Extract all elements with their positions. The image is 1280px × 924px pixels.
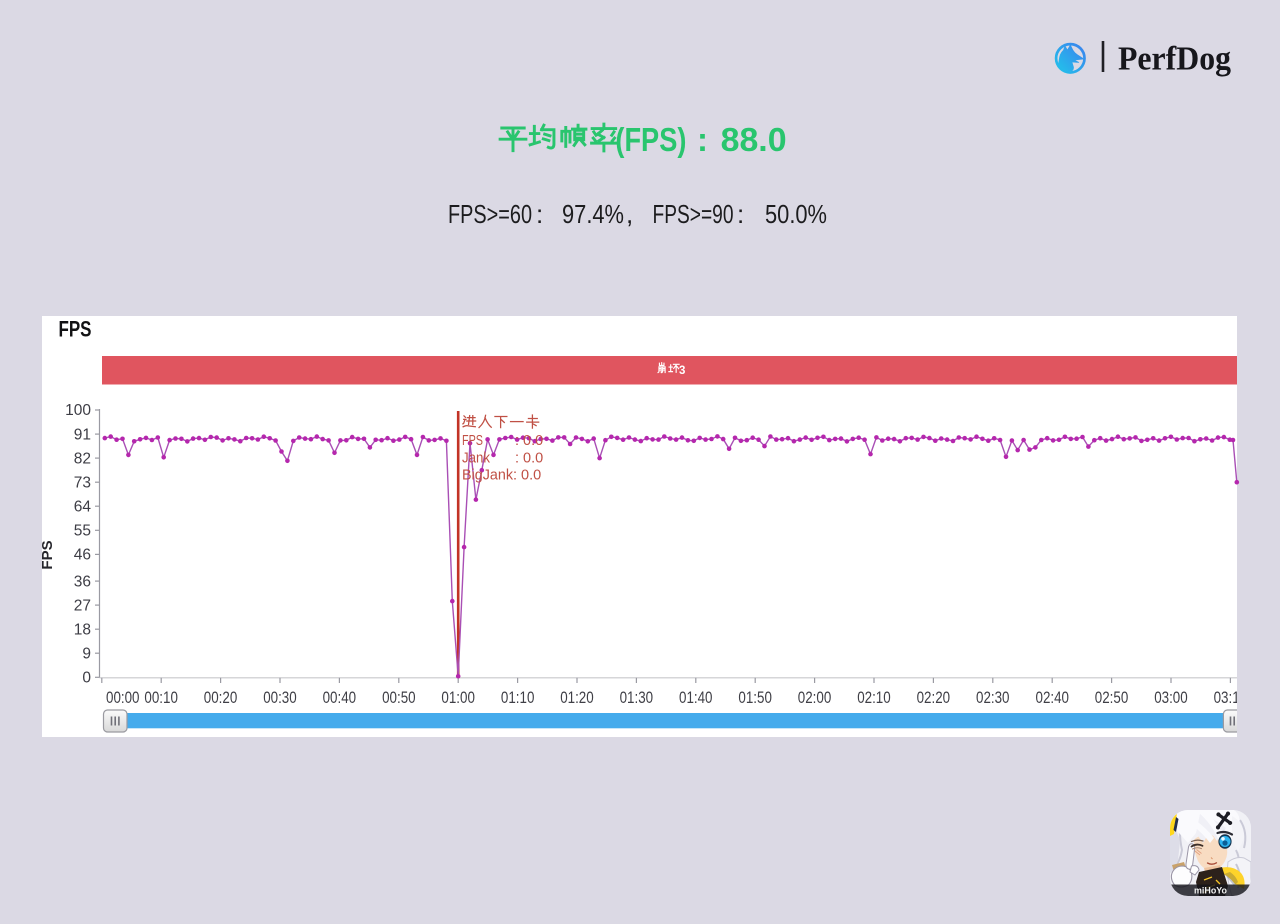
svg-text:00:20: 00:20 bbox=[204, 689, 238, 707]
svg-text:9: 9 bbox=[82, 645, 91, 662]
svg-text:00:30: 00:30 bbox=[263, 689, 297, 707]
svg-text:: 0.0: : 0.0 bbox=[513, 468, 541, 484]
svg-text:55: 55 bbox=[74, 523, 91, 540]
svg-text:00:00: 00:00 bbox=[106, 689, 140, 707]
svg-text:(FPS): (FPS) bbox=[615, 121, 686, 158]
svg-text:FPS: FPS bbox=[59, 317, 92, 342]
svg-text:: 0.0: : 0.0 bbox=[515, 433, 543, 449]
svg-text:73: 73 bbox=[74, 474, 91, 491]
svg-text:00:50: 00:50 bbox=[382, 689, 416, 707]
svg-text:82: 82 bbox=[74, 450, 91, 467]
svg-text:02:20: 02:20 bbox=[917, 689, 951, 707]
svg-text:64: 64 bbox=[74, 498, 92, 515]
svg-text:0: 0 bbox=[82, 670, 91, 687]
svg-text:88.0: 88.0 bbox=[721, 121, 787, 158]
svg-text:Jank: Jank bbox=[462, 450, 491, 466]
svg-text:03:00: 03:00 bbox=[1154, 689, 1188, 707]
svg-text:97.4%: 97.4% bbox=[562, 199, 624, 229]
svg-text:01:40: 01:40 bbox=[679, 689, 713, 707]
svg-text:02:10: 02:10 bbox=[857, 689, 891, 707]
svg-text:27: 27 bbox=[74, 597, 91, 614]
svg-text:02:30: 02:30 bbox=[976, 689, 1010, 707]
svg-text:18: 18 bbox=[74, 621, 91, 638]
svg-text:46: 46 bbox=[74, 547, 91, 564]
svg-text:02:00: 02:00 bbox=[798, 689, 832, 707]
svg-text:91: 91 bbox=[74, 426, 91, 443]
svg-text:FPS>=90: FPS>=90 bbox=[653, 199, 734, 229]
svg-text:FPS: FPS bbox=[462, 433, 483, 449]
svg-text::: : bbox=[697, 121, 708, 158]
svg-text:01:10: 01:10 bbox=[501, 689, 535, 707]
svg-text::: : bbox=[536, 199, 543, 229]
svg-text:FPS>=60: FPS>=60 bbox=[448, 199, 532, 229]
svg-text:02:40: 02:40 bbox=[1036, 689, 1070, 707]
svg-text:50.0%: 50.0% bbox=[765, 199, 827, 229]
svg-text:01:50: 01:50 bbox=[738, 689, 772, 707]
svg-text:100: 100 bbox=[65, 402, 91, 419]
svg-text:,: , bbox=[626, 199, 633, 229]
svg-text:36: 36 bbox=[74, 573, 91, 590]
svg-text:01:00: 01:00 bbox=[441, 689, 475, 707]
svg-text:01:20: 01:20 bbox=[560, 689, 594, 707]
svg-text:PerfDog: PerfDog bbox=[1118, 41, 1231, 78]
svg-text:BigJank: BigJank bbox=[462, 468, 514, 484]
svg-text:3: 3 bbox=[679, 365, 685, 377]
svg-text:: 0.0: : 0.0 bbox=[515, 450, 543, 466]
svg-text:00:10: 00:10 bbox=[144, 689, 178, 707]
svg-text::: : bbox=[737, 199, 744, 229]
svg-text:FPS: FPS bbox=[39, 540, 56, 569]
svg-text:00:40: 00:40 bbox=[323, 689, 357, 707]
svg-text:02:50: 02:50 bbox=[1095, 689, 1129, 707]
svg-text:01:30: 01:30 bbox=[620, 689, 654, 707]
svg-text:miHoYo: miHoYo bbox=[1194, 886, 1227, 896]
